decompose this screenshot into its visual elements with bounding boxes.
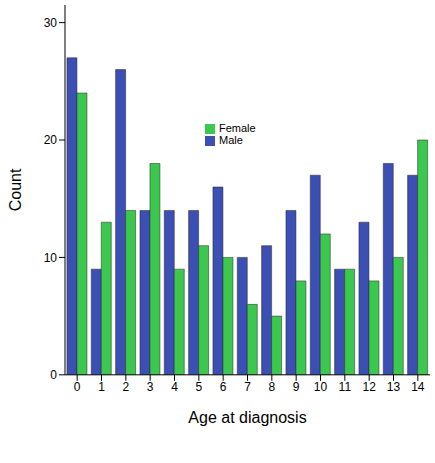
svg-text:1: 1 <box>98 380 105 394</box>
svg-text:3: 3 <box>147 380 154 394</box>
html-text:Male: Male <box>219 134 243 147</box>
svg-text:9: 9 <box>293 380 300 394</box>
html-text:Female: Female <box>219 122 256 134</box>
svg-text:11: 11 <box>339 380 352 394</box>
svg-text:12: 12 <box>362 380 376 394</box>
svg-text:10: 10 <box>44 251 58 265</box>
svg-text:20: 20 <box>44 133 58 147</box>
svg-text:14: 14 <box>411 380 425 394</box>
svg-text:30: 30 <box>44 16 58 30</box>
svg-text:8: 8 <box>268 380 275 394</box>
svg-text:Age at diagnosis: Age at diagnosis <box>188 409 306 426</box>
svg-text:6: 6 <box>220 380 227 394</box>
svg-text:13: 13 <box>387 380 401 394</box>
svg-text:5: 5 <box>195 380 202 394</box>
svg-text:2: 2 <box>122 380 129 394</box>
svg-text:10: 10 <box>314 380 328 394</box>
svg-text:4: 4 <box>171 380 178 394</box>
svg-text:7: 7 <box>244 380 251 394</box>
svg-text:0: 0 <box>74 380 81 394</box>
svg-text:Count: Count <box>8 168 24 211</box>
svg-text:0: 0 <box>50 368 57 382</box>
